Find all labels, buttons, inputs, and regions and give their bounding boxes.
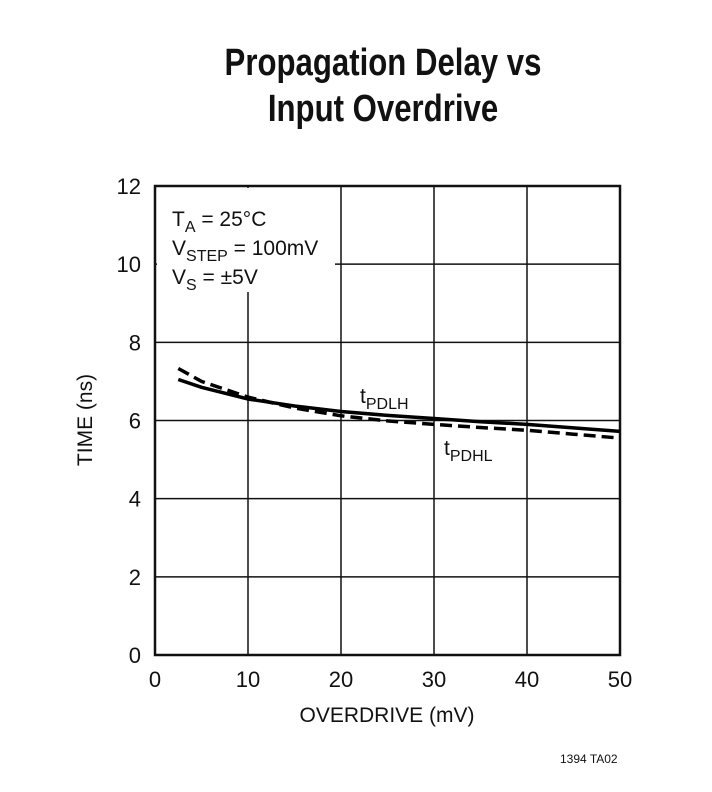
condition-text: VS = ±5V <box>172 266 258 294</box>
conditions-box-bg <box>157 188 335 292</box>
x-tick-label: 20 <box>329 667 353 692</box>
plot-frame <box>153 184 622 657</box>
title-line-1: Propagation Delay vs <box>224 42 542 84</box>
y-tick-label: 12 <box>117 174 141 199</box>
series-line-tPDHL <box>177 366 621 440</box>
series-lines <box>177 366 621 440</box>
tick-labels: 0 10 20 30 40 50 0 2 4 6 8 10 12 <box>117 174 633 692</box>
x-tick-label: 50 <box>608 667 632 692</box>
condition-text: VSTEP = 100mV <box>172 237 318 265</box>
x-tick-label: 10 <box>236 667 260 692</box>
x-tick-label: 0 <box>149 667 161 692</box>
y-tick-label: 2 <box>129 565 141 590</box>
series-label-tPDLH: tPDLH <box>360 385 409 413</box>
condition-text: TA = 25°C <box>172 208 266 236</box>
chart-title: Propagation Delay vs Input Overdrive <box>69 40 697 132</box>
y-axis-label: TIME (ns) <box>74 374 97 466</box>
title-line-2: Input Overdrive <box>267 88 499 130</box>
footnote: 1394 TA02 <box>560 752 618 766</box>
y-tick-label: 6 <box>129 409 141 434</box>
y-tick-label: 0 <box>129 643 141 668</box>
series-label-tPDHL: tPDHL <box>444 437 493 465</box>
series-labels: tPDLH tPDHL <box>360 385 493 465</box>
x-axis-label: OVERDRIVE (mV) <box>299 704 474 727</box>
y-tick-label: 8 <box>129 330 141 355</box>
series-line-tPDLH <box>177 377 621 434</box>
y-tick-label: 4 <box>129 487 141 512</box>
y-tick-label: 10 <box>117 252 141 277</box>
x-tick-label: 40 <box>515 667 539 692</box>
x-tick-label: 30 <box>422 667 446 692</box>
